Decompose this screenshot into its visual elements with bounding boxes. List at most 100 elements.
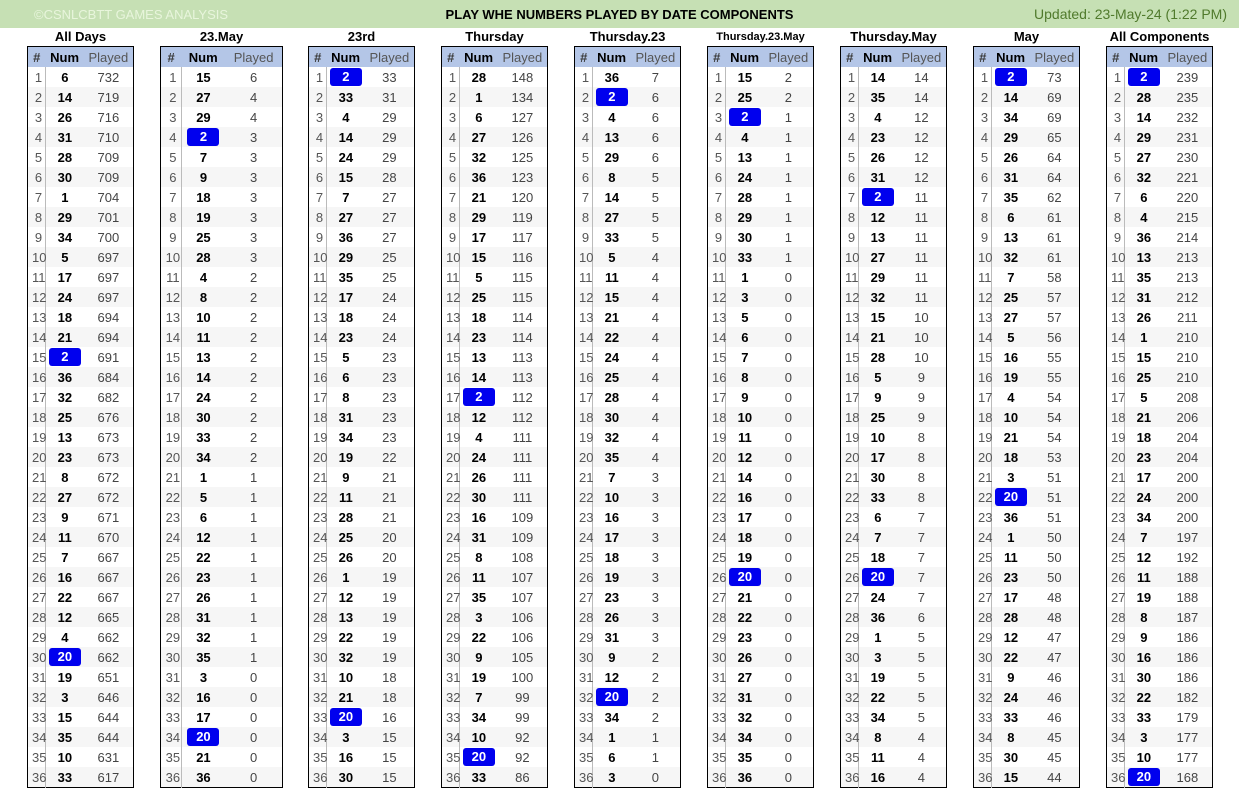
rank-cell: 14 [574,327,593,347]
number-cell: 20 [460,747,498,767]
rank-cell: 21 [441,467,460,487]
panel-title: 23rd [347,29,376,44]
table-row: 2 14 69 [973,87,1080,107]
number-cell: 9 [1007,669,1015,685]
table-row: 18 25 9 [840,407,947,427]
number-cell: 31 [870,169,886,185]
rank-cell: 33 [308,707,327,727]
played-cell: 3 [651,569,659,585]
played-cell: 667 [97,549,120,565]
rank-cell: 1 [840,67,860,87]
played-cell: 697 [97,249,120,265]
rank-cell: 30 [1106,647,1125,667]
rank-cell: 31 [160,667,182,687]
table-row: 26 20 0 [707,567,814,587]
number-cell: 20 [992,487,1030,507]
played-cell: 4 [651,409,659,425]
number-cell: 6 [608,749,616,765]
rank-cell: 8 [1106,207,1126,227]
table-row: 30 16 186 [1106,647,1213,667]
played-cell: 114 [511,309,533,325]
played-cell: 14 [914,89,929,105]
number-cell: 28 [196,249,211,265]
rank-cell: 33 [1106,707,1125,727]
rank-cell: 6 [973,167,993,187]
table-row: 18 25 676 [27,407,134,427]
rank-cell: 3 [27,107,47,127]
number-cell: 19 [737,549,753,565]
rank-cell: 8 [707,207,727,227]
table-row: 36 16 4 [840,767,947,788]
number-cell: 34 [57,229,73,245]
played-cell: 215 [1176,209,1199,225]
played-cell: 646 [97,689,120,705]
rank-cell: 17 [1106,387,1125,407]
rank-cell: 24 [707,527,726,547]
played-cell: 188 [1176,589,1199,605]
number-cell: 15 [471,249,487,265]
header-rank: # [27,46,46,67]
table-row: 2 35 14 [840,87,947,107]
table-row: 21 1 1 [160,467,283,487]
panel-all-days: All Days # Num Played 1 6 732 2 14 719 3 26 716 4 31 71… [27,28,134,807]
played-cell: 3 [249,189,258,205]
played-cell: 15 [382,749,397,765]
table-row: 24 12 1 [160,527,283,547]
number-cell: 26 [57,109,73,125]
rank-cell: 20 [840,447,859,467]
table-row: 26 23 1 [160,567,283,587]
played-cell: 212 [1176,289,1199,305]
rank-cell: 4 [973,127,993,147]
rank-cell: 15 [441,347,460,367]
number-cell: 7 [475,689,483,705]
number-cell: 4 [1007,389,1015,405]
rank-cell: 8 [160,207,182,227]
number-cell: 28 [338,509,354,525]
number-cell: 19 [870,669,886,685]
rank-cell: 11 [707,267,727,287]
played-cell: 117 [511,229,533,245]
table-row: 22 10 3 [574,487,681,507]
rank-cell: 35 [160,747,182,767]
played-cell: 0 [249,769,258,785]
number-cell: 29 [196,109,211,125]
played-cell: 8 [917,449,925,465]
table-row: 34 8 4 [840,727,947,747]
number-cell: 36 [338,229,354,245]
number-cell: 17 [57,269,73,285]
table-row: 35 21 0 [160,747,283,767]
table-row: 33 33 46 [973,707,1080,727]
played-cell: 200 [1176,509,1199,525]
table-row: 18 30 2 [160,407,283,427]
rank-cell: 14 [840,327,859,347]
rank-cell: 8 [574,207,594,227]
table-row: 34 34 0 [707,727,814,747]
rank-cell: 4 [441,127,461,147]
rank-cell: 14 [160,327,182,347]
rank-cell: 8 [840,207,860,227]
number-cell: 12 [1003,629,1019,645]
played-cell: 4 [917,769,925,785]
played-cell: 1 [249,509,258,525]
rank-cell: 35 [574,747,593,767]
table-row: 11 5 115 [441,267,548,287]
rank-cell: 30 [707,647,726,667]
number-cell: 22 [196,549,211,565]
played-cell: 4 [651,329,659,345]
number-cell: 20 [327,707,365,727]
rank-cell: 19 [973,427,992,447]
table-row: 5 13 1 [707,147,814,167]
rank-cell: 14 [441,327,460,347]
table-row: 35 35 0 [707,747,814,767]
played-cell: 221 [1176,169,1199,185]
table-row: 17 2 112 [441,387,548,407]
rank-cell: 36 [1106,767,1125,788]
rank-cell: 12 [27,287,46,307]
rank-cell: 29 [441,627,460,647]
rank-cell: 26 [973,567,992,587]
highlighted-number: 2 [187,128,220,146]
table-row: 34 3 177 [1106,727,1213,747]
played-cell: 23 [382,429,397,445]
number-cell: 26 [196,589,211,605]
rank-cell: 6 [27,167,47,187]
